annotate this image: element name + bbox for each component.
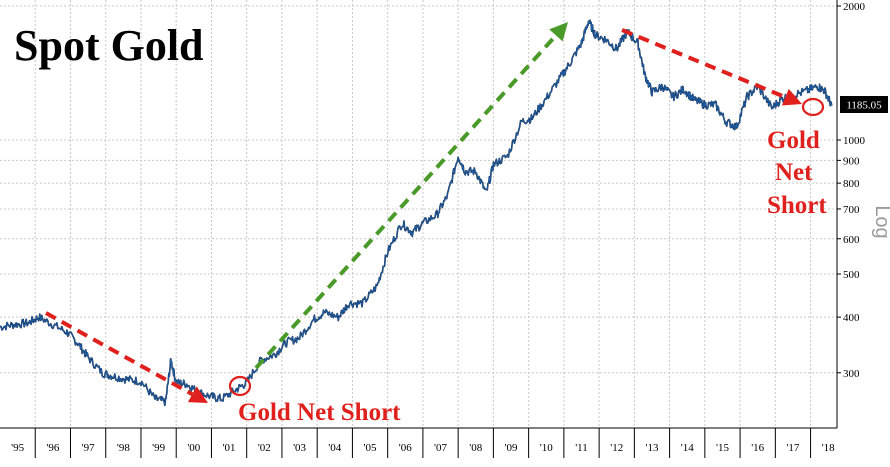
x-tick-label-20: '15 (716, 442, 729, 454)
y-axis-ticks: 300 400 500 600 700 800 900 1000 2000 (837, 1, 866, 380)
x-tick-label-1: '96 (46, 442, 59, 454)
y-tick-label-1000: 1000 (843, 135, 866, 147)
x-tick-label-15: '10 (540, 442, 553, 454)
last-value-box (840, 96, 888, 113)
net-short-circle-2001 (228, 375, 252, 397)
annotation-gold-net-short: Gold Net Short (238, 399, 401, 426)
last-value-badge: 1185.05 (840, 96, 888, 113)
x-tick-label-22: '17 (786, 442, 799, 454)
x-tick-label-0: '95 (11, 442, 24, 454)
downtrend-arrow-2012-2018-shaft (621, 28, 787, 100)
downtrend-arrow-2012-2018-head (781, 88, 802, 106)
downtrend-arrow-1996-2001-head (187, 386, 208, 403)
last-value-label: 1185.05 (846, 100, 882, 112)
x-tick-label-8: '03 (293, 442, 306, 454)
x-tick-label-9: '04 (328, 442, 341, 454)
series-line-0 (0, 19, 833, 406)
uptrend-arrow-2001-2011 (254, 22, 568, 370)
x-tick-label-14: '09 (505, 442, 518, 454)
annotation-short: Short (767, 192, 827, 219)
y-tick-label-700: 700 (843, 204, 860, 216)
x-tick-label-18: '13 (645, 442, 658, 454)
x-tick-label-11: '06 (399, 442, 412, 454)
x-tick-label-4: '99 (152, 442, 165, 454)
y-tick-label-400: 400 (843, 312, 860, 324)
x-tick-label-16: '11 (575, 442, 588, 454)
x-tick-label-19: '14 (681, 442, 694, 454)
x-tick-label-21: '16 (751, 442, 764, 454)
y-tick-label-2000: 2000 (843, 1, 866, 13)
gridlines (0, 0, 837, 428)
y-tick-label-900: 900 (843, 155, 860, 167)
y-tick-label-600: 600 (843, 234, 860, 246)
x-tick-label-13: '08 (469, 442, 482, 454)
x-tick-label-12: '07 (434, 442, 447, 454)
x-tick-label-10: '05 (364, 442, 377, 454)
y-tick-label-500: 500 (843, 269, 860, 281)
downtrend-arrow-1996-2001-shaft (45, 311, 194, 397)
x-tick-label-3: '98 (117, 442, 130, 454)
uptrend-arrow-2001-2011-head (549, 22, 568, 42)
net-short-circle-2018 (801, 97, 825, 117)
x-tick-label-6: '01 (223, 442, 236, 454)
x-tick-label-7: '02 (258, 442, 271, 454)
downtrend-arrow-1996-2001 (45, 311, 208, 403)
annotation-gold: Gold (767, 127, 820, 154)
y-tick-label-800: 800 (843, 178, 860, 190)
x-tick-label-17: '12 (610, 442, 623, 454)
trend-arrows (45, 22, 802, 403)
x-tick-label-5: '00 (187, 442, 200, 454)
series-layer (0, 19, 833, 407)
uptrend-arrow-2001-2011-shaft (254, 34, 558, 370)
y-tick-label-300: 300 (843, 368, 860, 380)
x-tick-label-23: '18 (822, 442, 835, 454)
log-scale-label: Log (871, 205, 890, 238)
x-tick-label-2: '97 (82, 442, 95, 454)
x-axis-ticks: '95 '96 '97 '98 '99 '00 '01 '02 '03 '04 '05 '06 '07 '… (11, 428, 835, 458)
downtrend-arrow-2012-2018 (621, 28, 802, 106)
annotation-net: Net (775, 159, 813, 186)
chart-title: Spot Gold (14, 21, 204, 70)
